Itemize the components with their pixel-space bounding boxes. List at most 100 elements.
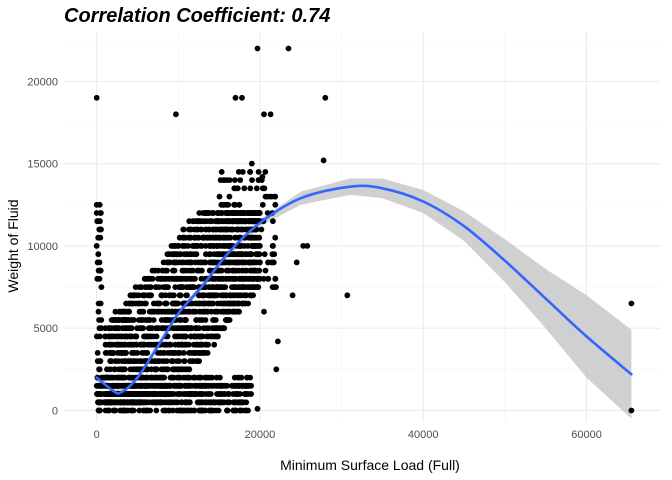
data-point [199,234,206,241]
data-point [156,308,163,315]
data-point [157,350,164,356]
data-point [129,407,135,414]
data-point [216,251,223,258]
data-point [225,267,232,274]
data-point [219,275,226,282]
data-point [238,275,245,282]
data-point [180,226,187,233]
data-point [149,308,155,315]
data-point [217,177,224,184]
data-point [96,333,103,340]
data-point [167,382,173,389]
data-point [110,317,117,323]
data-point [125,399,131,406]
data-point [238,292,245,299]
data-point [242,251,249,258]
data-point [132,399,138,406]
data-point [118,341,124,348]
data-point [110,407,117,414]
y-axis-title: Weight of Fluid [5,199,21,292]
data-point [107,341,113,348]
data-point [196,374,203,381]
data-point [128,317,135,323]
data-point [181,358,188,364]
data-point [98,317,105,323]
data-point [180,333,187,340]
data-point [127,325,134,332]
data-point [177,292,184,299]
y-tick-label: 5000 [34,323,58,335]
data-point [161,325,168,332]
data-point [143,374,150,381]
data-point [293,259,300,266]
data-point [275,338,281,345]
data-point [237,210,244,216]
data-point [174,382,181,389]
data-point [272,284,278,290]
confidence-ribbon [96,178,632,419]
data-point [142,275,149,282]
data-point [172,284,179,290]
data-point [322,94,329,101]
data-point [163,399,169,406]
data-point [272,275,279,282]
data-point [146,325,153,332]
data-point [211,317,218,323]
data-point [243,391,249,397]
data-point [122,341,128,348]
x-tick-label: 0 [94,429,100,441]
data-point [209,374,216,381]
data-point [97,358,104,364]
data-point [205,341,212,348]
data-point [176,341,182,348]
data-point [223,218,229,225]
data-point [149,275,156,282]
data-point [259,173,266,180]
data-point [102,350,109,356]
data-point [94,259,101,266]
data-point [108,358,115,364]
data-point [108,391,115,397]
data-point [179,259,186,266]
data-point [96,366,102,373]
data-point [203,391,210,397]
data-point [231,284,238,290]
data-point [230,407,237,414]
data-point [115,358,122,364]
data-point [157,399,164,406]
data-point [244,374,250,381]
data-point [228,226,235,233]
data-point [285,45,292,52]
data-point [110,374,116,381]
tick-labels: 0 20000 40000 60000 0 5000 10000 15000 20000 [27,76,601,441]
data-point [181,374,187,381]
data-point [233,391,240,397]
data-point [152,391,159,397]
data-point [191,407,198,414]
data-point [226,399,233,406]
data-point [225,234,232,241]
data-point [199,292,206,299]
data-point [194,267,201,274]
data-point [188,251,195,258]
data-point [273,366,280,373]
data-point [190,358,197,364]
data-point [106,333,113,340]
data-point [122,350,129,356]
data-point [204,333,210,340]
data-point [134,350,141,356]
data-point [110,382,116,389]
data-point [197,341,204,348]
data-point [270,218,276,225]
data-point [262,169,269,175]
data-point [151,399,158,406]
data-point [224,317,231,323]
data-point [218,210,225,216]
data-point [181,251,188,258]
data-point [98,210,104,216]
data-point [119,374,126,381]
data-point [204,350,211,356]
data-point [184,325,191,332]
data-point [128,292,135,299]
data-point [207,391,214,397]
